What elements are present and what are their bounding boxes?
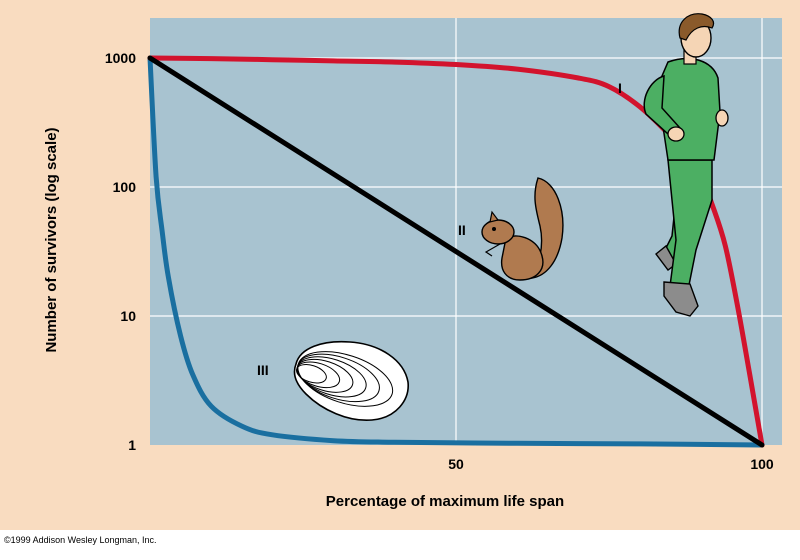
human-runner-illustration	[643, 13, 729, 317]
y-tick-label: 1000	[105, 50, 136, 66]
x-axis-title: Percentage of maximum life span	[326, 493, 564, 510]
copyright-notice: ©1999 Addison Wesley Longman, Inc.	[4, 535, 157, 545]
runner-hair	[678, 13, 715, 41]
figure: 50 100 1 10 100 1000 I II III Percentage of ma…	[0, 0, 800, 530]
runner-hand	[667, 126, 685, 142]
y-tick-label: 10	[120, 308, 136, 324]
series-line-iii	[147, 55, 765, 448]
squirrel-illustration	[481, 177, 564, 281]
curve-label-iii: III	[257, 362, 269, 378]
squirrel-body	[500, 235, 544, 281]
curve-label-i: I	[618, 80, 622, 96]
oyster-illustration	[293, 340, 409, 421]
squirrel-head	[481, 219, 515, 245]
series-group	[147, 55, 765, 448]
y-axis-title: Number of survivors (log scale)	[43, 127, 60, 352]
runner-front-shoe	[663, 281, 699, 317]
y-tick-label: 100	[113, 179, 137, 195]
x-tick-labels: 50 100	[448, 456, 774, 472]
oyster-shell	[293, 340, 409, 421]
squirrel-paw	[484, 243, 501, 257]
squirrel-ear	[489, 210, 500, 223]
y-tick-label: 1	[128, 437, 136, 453]
x-tick-label: 50	[448, 456, 464, 472]
runner-hand	[715, 109, 729, 127]
curve-label-ii: II	[458, 222, 466, 238]
oyster-ridge	[296, 364, 327, 384]
series-line-i	[147, 55, 765, 448]
x-tick-label: 100	[750, 456, 774, 472]
y-tick-labels: 1 10 100 1000	[105, 50, 136, 453]
squirrel-eye	[492, 227, 496, 231]
series-line-ii	[147, 55, 765, 448]
runner-torso	[655, 57, 721, 161]
